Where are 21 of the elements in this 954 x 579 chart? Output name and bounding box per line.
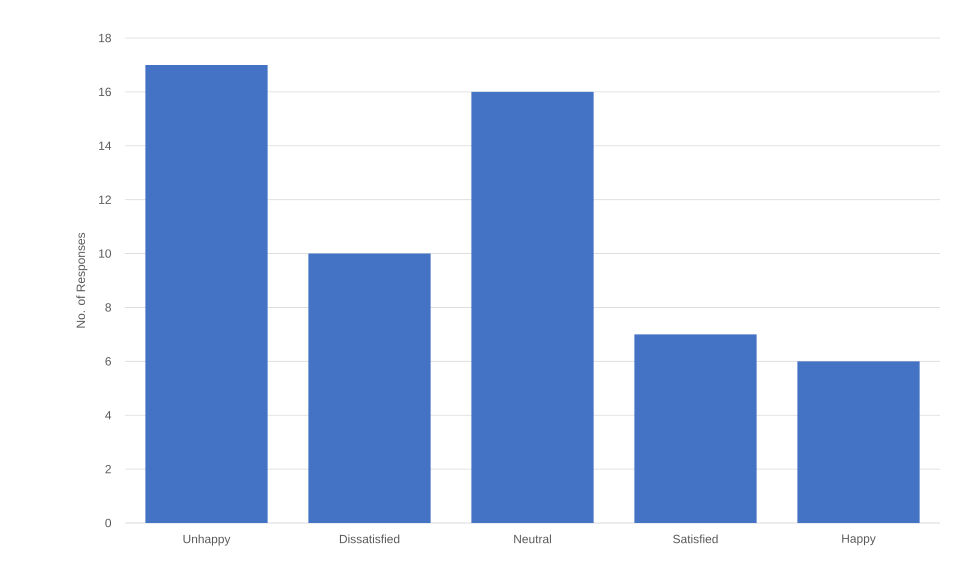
x-tick-label: Dissatisfied xyxy=(340,534,400,544)
y-axis-title: No. of Responses xyxy=(76,232,88,328)
bar xyxy=(797,361,920,523)
y-tick-label: 14 xyxy=(99,142,112,150)
x-tick-label: Satisfied xyxy=(673,534,718,544)
y-tick-label: 18 xyxy=(99,34,111,42)
x-tick-label: Happy xyxy=(842,534,876,546)
bar xyxy=(471,92,594,523)
y-tick-label: 4 xyxy=(105,411,112,420)
y-tick-label: 6 xyxy=(105,357,111,366)
y-tick-label: 12 xyxy=(99,195,111,204)
y-tick-label: 10 xyxy=(99,249,112,258)
x-tick-label: Neutral xyxy=(514,534,551,544)
bar xyxy=(145,64,268,523)
y-tick-label: 8 xyxy=(105,303,111,312)
y-tick-label: 2 xyxy=(105,464,111,474)
y-tick-label: 16 xyxy=(99,88,111,96)
x-tick-label: Unhappy xyxy=(183,534,230,546)
bar xyxy=(634,334,757,523)
bar xyxy=(308,254,431,523)
y-tick-label: 0 xyxy=(105,518,112,528)
